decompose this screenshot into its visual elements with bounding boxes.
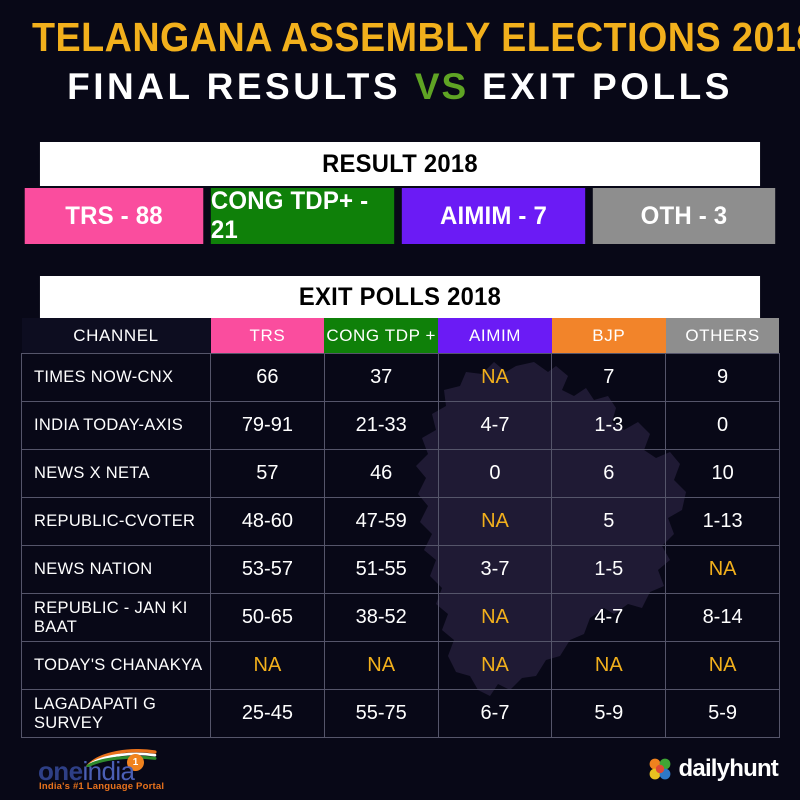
table-cell-aimim: 0 xyxy=(437,449,553,498)
column-header-channel: CHANNEL xyxy=(21,318,211,354)
result-cell-aimim: AIMIM - 7 xyxy=(401,188,586,244)
table-cell-channel: REPUBLIC - JAN KI BAAT xyxy=(21,593,211,642)
table-row: INDIA TODAY-AXIS 79-91 21-33 4-7 1-3 0 xyxy=(21,401,780,450)
column-header-cong: CONG TDP + xyxy=(324,318,439,354)
table-cell-trs: 57 xyxy=(210,449,325,498)
table-cell-aimim: NA xyxy=(437,497,553,546)
table-cell-aimim: NA xyxy=(437,641,553,690)
page-subtitle: FINAL RESULTS VS EXIT POLLS xyxy=(0,65,800,109)
dailyhunt-flower-icon xyxy=(649,758,670,780)
table-row: LAGADAPATI G SURVEY 25-45 55-75 6-7 5-9 5-9 xyxy=(21,689,780,738)
table-cell-others: 1-13 xyxy=(665,497,780,546)
oneindia-rank-badge: 1 xyxy=(127,754,144,771)
subtitle-vs: VS xyxy=(414,66,469,107)
oneindia-india-text: india xyxy=(82,756,135,786)
subtitle-right: EXIT POLLS xyxy=(482,66,733,107)
table-cell-cong: 38-52 xyxy=(323,593,439,642)
table-cell-trs: 48-60 xyxy=(210,497,325,546)
exit-polls-table: CHANNEL TRS CONG TDP + AIMIM BJP OTHERS … xyxy=(21,318,780,738)
result-cell-oth: OTH - 3 xyxy=(592,188,776,244)
column-header-trs: TRS xyxy=(210,318,325,354)
table-row: TODAY'S CHANAKYA NA NA NA NA NA xyxy=(21,641,780,690)
dailyhunt-logo[interactable]: dailyhunt xyxy=(646,754,779,784)
table-cell-channel: TIMES NOW-CNX xyxy=(21,353,211,402)
table-cell-bjp: 5 xyxy=(551,497,667,546)
table-cell-trs: 25-45 xyxy=(210,689,325,738)
table-cell-others: 8-14 xyxy=(665,593,780,642)
table-header-row: CHANNEL TRS CONG TDP + AIMIM BJP OTHERS xyxy=(21,318,780,354)
table-row: REPUBLIC - JAN KI BAAT 50-65 38-52 NA 4-7 8-1… xyxy=(21,593,780,642)
table-cell-others: NA xyxy=(665,545,780,594)
table-cell-others: 5-9 xyxy=(665,689,780,738)
table-cell-trs: 79-91 xyxy=(210,401,325,450)
table-cell-cong: 37 xyxy=(323,353,439,402)
table-header: CHANNEL TRS CONG TDP + AIMIM BJP OTHERS xyxy=(21,318,780,354)
column-header-bjp: BJP xyxy=(551,318,666,354)
table-cell-aimim: 4-7 xyxy=(437,401,553,450)
result-section: RESULT 2018 TRS - 88 CONG TDP+ - 21 AIMI… xyxy=(21,142,779,244)
table-cell-others: 0 xyxy=(665,401,780,450)
table-cell-bjp: 1-3 xyxy=(551,401,667,450)
table-cell-channel: LAGADAPATI G SURVEY xyxy=(21,689,211,738)
dailyhunt-wordmark: dailyhunt xyxy=(678,755,779,782)
oneindia-logo[interactable]: 1 oneindia India's #1 Language Portal xyxy=(34,748,254,796)
table-cell-bjp: 7 xyxy=(551,353,667,402)
table-row: NEWS X NETA 57 46 0 6 10 xyxy=(21,449,780,498)
tricolor-swoosh-icon xyxy=(86,749,157,767)
header-title-block: TELANGANA ASSEMBLY ELECTIONS 2018 FINAL … xyxy=(0,14,800,109)
table-cell-channel: TODAY'S CHANAKYA xyxy=(21,641,211,690)
table-cell-channel: REPUBLIC-CVOTER xyxy=(21,497,211,546)
exit-polls-banner: EXIT POLLS 2018 xyxy=(39,276,761,318)
exit-polls-section: EXIT POLLS 2018 CHANNEL TRS CONG TDP + A… xyxy=(21,276,780,738)
oneindia-tagline: India's #1 Language Portal xyxy=(39,781,165,792)
column-header-aimim: AIMIM xyxy=(438,318,552,354)
column-header-others: OTHERS xyxy=(665,318,780,354)
table-cell-bjp: NA xyxy=(551,641,667,690)
result-cell-cong: CONG TDP+ - 21 xyxy=(210,187,395,244)
table-cell-channel: NEWS X NETA xyxy=(21,449,211,498)
table-cell-trs: 66 xyxy=(210,353,325,402)
table-cell-bjp: 6 xyxy=(551,449,667,498)
table-cell-bjp: 1-5 xyxy=(551,545,667,594)
table-row: NEWS NATION 53-57 51-55 3-7 1-5 NA xyxy=(21,545,780,594)
oneindia-wordmark: oneindia xyxy=(38,756,135,787)
table-cell-aimim: NA xyxy=(437,353,553,402)
table-cell-cong: 51-55 xyxy=(323,545,439,594)
table-cell-aimim: NA xyxy=(437,593,553,642)
table-row: REPUBLIC-CVOTER 48-60 47-59 NA 5 1-13 xyxy=(21,497,780,546)
page-title: TELANGANA ASSEMBLY ELECTIONS 2018 xyxy=(32,14,800,60)
result-bar: TRS - 88 CONG TDP+ - 21 AIMIM - 7 OTH - … xyxy=(21,187,779,244)
table-cell-channel: INDIA TODAY-AXIS xyxy=(21,401,211,450)
table-cell-bjp: 5-9 xyxy=(551,689,667,738)
result-banner: RESULT 2018 xyxy=(39,142,761,186)
subtitle-left: FINAL RESULTS xyxy=(67,66,402,107)
table-cell-cong: 47-59 xyxy=(323,497,439,546)
oneindia-one-text: one xyxy=(38,756,83,786)
table-cell-cong: 46 xyxy=(323,449,439,498)
table-cell-trs: 53-57 xyxy=(210,545,325,594)
table-cell-trs: NA xyxy=(210,641,325,690)
table-cell-others: 9 xyxy=(665,353,780,402)
table-cell-bjp: 4-7 xyxy=(551,593,667,642)
table-cell-channel: NEWS NATION xyxy=(21,545,211,594)
table-row: TIMES NOW-CNX 66 37 NA 7 9 xyxy=(21,353,780,402)
table-body: TIMES NOW-CNX 66 37 NA 7 9 INDIA TODAY-AXIS 79-… xyxy=(21,353,780,738)
table-cell-trs: 50-65 xyxy=(210,593,325,642)
table-cell-others: NA xyxy=(665,641,780,690)
table-cell-aimim: 6-7 xyxy=(437,689,553,738)
table-cell-cong: NA xyxy=(323,641,439,690)
footer: 1 oneindia India's #1 Language Portal da… xyxy=(0,742,800,800)
result-cell-trs: TRS - 88 xyxy=(24,188,204,244)
table-cell-aimim: 3-7 xyxy=(437,545,553,594)
table-cell-cong: 21-33 xyxy=(323,401,439,450)
table-cell-cong: 55-75 xyxy=(323,689,439,738)
table-cell-others: 10 xyxy=(665,449,780,498)
